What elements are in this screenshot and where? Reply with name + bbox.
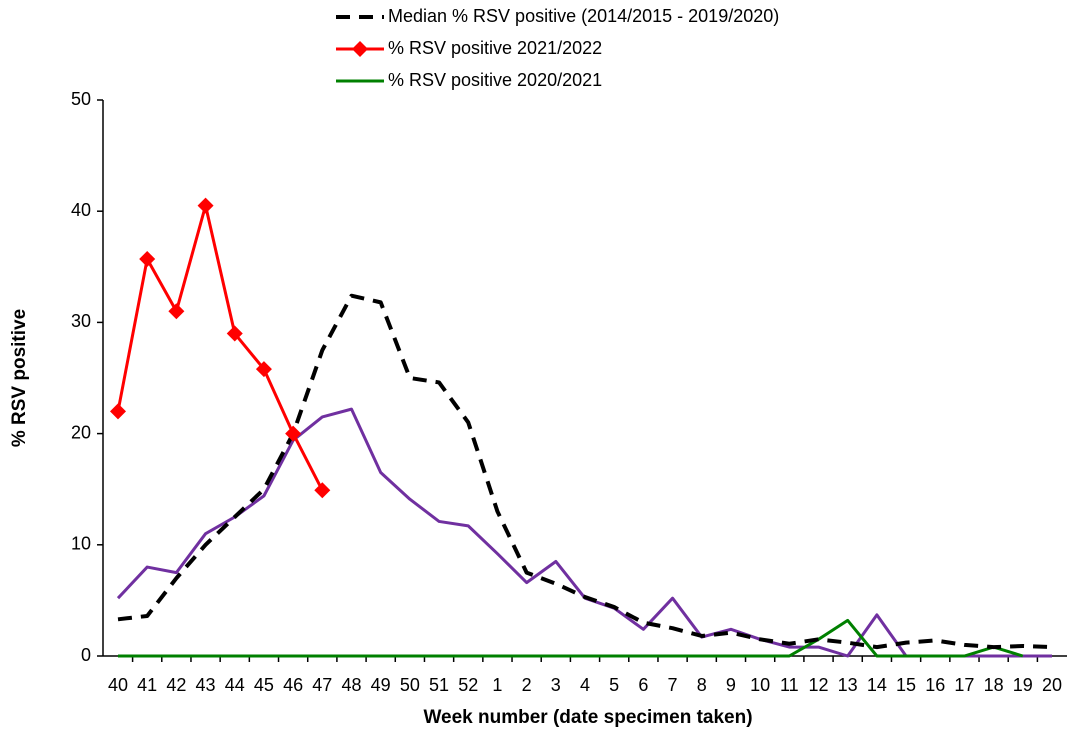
series-line — [117, 293, 1053, 650]
x-tick-label: 41 — [137, 675, 157, 695]
x-tick-label: 44 — [225, 675, 245, 695]
x-tick-label: 15 — [896, 675, 916, 695]
y-tick-label: 50 — [71, 89, 91, 109]
x-tick-label: 46 — [283, 675, 303, 695]
x-tick-label: 42 — [166, 675, 186, 695]
x-tick-label: 2 — [522, 675, 532, 695]
x-tick-label: 8 — [697, 675, 707, 695]
marker — [255, 361, 272, 378]
marker — [110, 403, 126, 420]
x-tick-label: 49 — [371, 675, 391, 695]
x-tick-label: 50 — [400, 675, 420, 695]
y-tick-label: 0 — [81, 645, 91, 665]
x-tick-label: 40 — [108, 675, 128, 695]
x-tick-label: 20 — [1042, 675, 1062, 695]
x-tick-label: 16 — [925, 675, 945, 695]
x-tick-label: 11 — [780, 675, 799, 695]
x-tick-label: 45 — [254, 675, 274, 695]
marker — [314, 482, 331, 499]
x-tick-label: 12 — [808, 675, 828, 695]
x-tick-label: 19 — [1013, 675, 1033, 695]
x-tick-label: 17 — [954, 675, 974, 695]
legend-label: Median % RSV positive (2014/2015 - 2019/… — [388, 6, 779, 26]
x-tick-label: 18 — [984, 675, 1004, 695]
marker — [226, 325, 243, 342]
y-tick-label: 20 — [71, 422, 91, 442]
x-tick-label: 48 — [341, 675, 361, 695]
y-tick-label: 30 — [71, 311, 91, 331]
x-tick-label: 1 — [492, 675, 502, 695]
legend-label: % RSV positive 2021/2022 — [388, 38, 602, 58]
marker — [168, 303, 185, 320]
y-tick-label: 10 — [71, 534, 91, 554]
x-tick-label: 43 — [196, 675, 216, 695]
series-line — [116, 407, 1052, 658]
marker — [139, 251, 156, 268]
x-tick-label: 9 — [726, 675, 736, 695]
legend-label: % RSV positive 2020/2021 — [388, 70, 602, 90]
x-tick-label: 47 — [312, 675, 332, 695]
x-tick-label: 52 — [458, 675, 478, 695]
x-tick-label: 4 — [580, 675, 590, 695]
marker — [197, 197, 214, 214]
x-tick-label: 51 — [429, 675, 449, 695]
x-tick-label: 6 — [638, 675, 648, 695]
series-line — [116, 204, 324, 491]
x-axis-title: Week number (date specimen taken) — [423, 707, 752, 728]
x-tick-label: 10 — [750, 675, 770, 695]
x-tick-label: 5 — [609, 675, 619, 695]
series-line — [118, 618, 1024, 658]
y-axis-title: % RSV positive — [9, 309, 30, 447]
x-tick-label: 3 — [551, 675, 561, 695]
marker — [285, 425, 302, 442]
x-tick-label: 7 — [668, 675, 678, 695]
x-tick-label: 14 — [867, 675, 887, 695]
legend-marker — [352, 41, 368, 57]
x-tick-label: 13 — [838, 675, 858, 695]
y-tick-label: 40 — [71, 200, 91, 220]
